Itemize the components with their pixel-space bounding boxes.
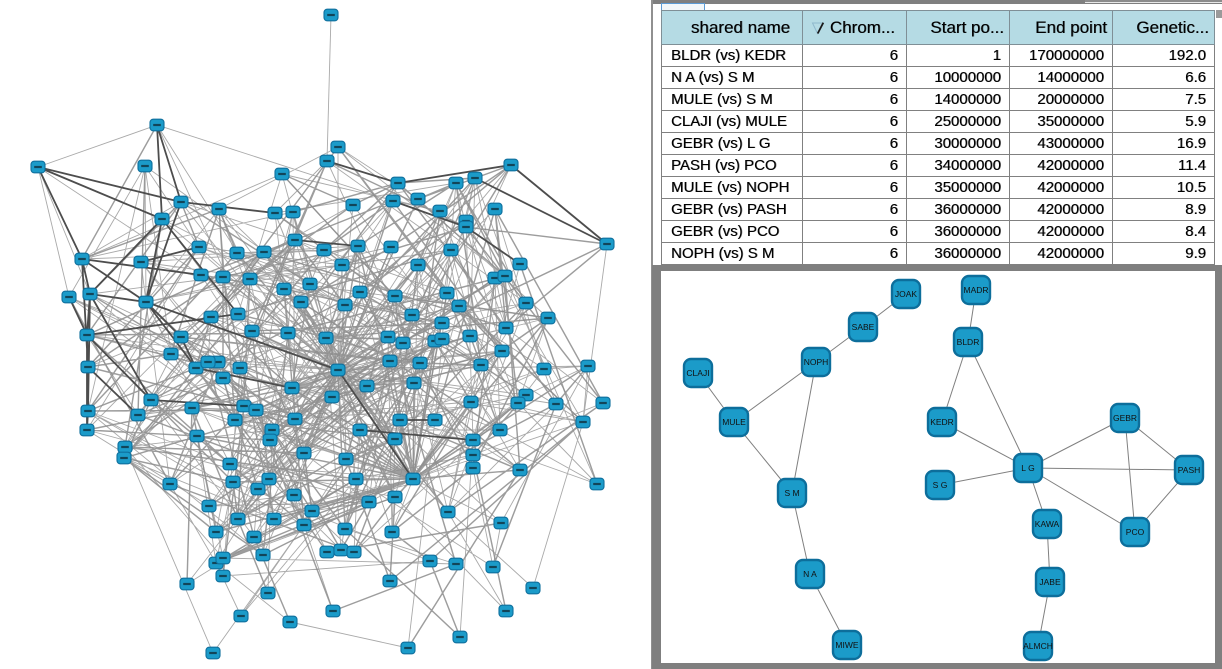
svg-text:PASH: PASH [1178, 465, 1201, 475]
svg-text:MULE: MULE [722, 417, 746, 427]
svg-text:GEBR: GEBR [1113, 413, 1137, 423]
svg-text:JABE: JABE [1039, 577, 1061, 587]
svg-text:ALMCH: ALMCH [1023, 641, 1053, 651]
svg-text:BLDR: BLDR [957, 337, 980, 347]
svg-text:S G: S G [933, 480, 948, 490]
svg-text:CLAJI: CLAJI [686, 368, 709, 378]
svg-text:MADR: MADR [963, 285, 988, 295]
svg-text:KEDR: KEDR [930, 417, 954, 427]
svg-text:MIWE: MIWE [835, 640, 858, 650]
svg-text:KAWA: KAWA [1035, 519, 1060, 529]
svg-text:S M: S M [784, 488, 799, 498]
svg-text:N A: N A [803, 569, 817, 579]
svg-text:PCO: PCO [1126, 527, 1145, 537]
svg-text:SABE: SABE [852, 322, 875, 332]
svg-text:JOAK: JOAK [895, 289, 918, 299]
svg-text:L G: L G [1021, 463, 1034, 473]
svg-text:NOPH: NOPH [804, 357, 829, 367]
